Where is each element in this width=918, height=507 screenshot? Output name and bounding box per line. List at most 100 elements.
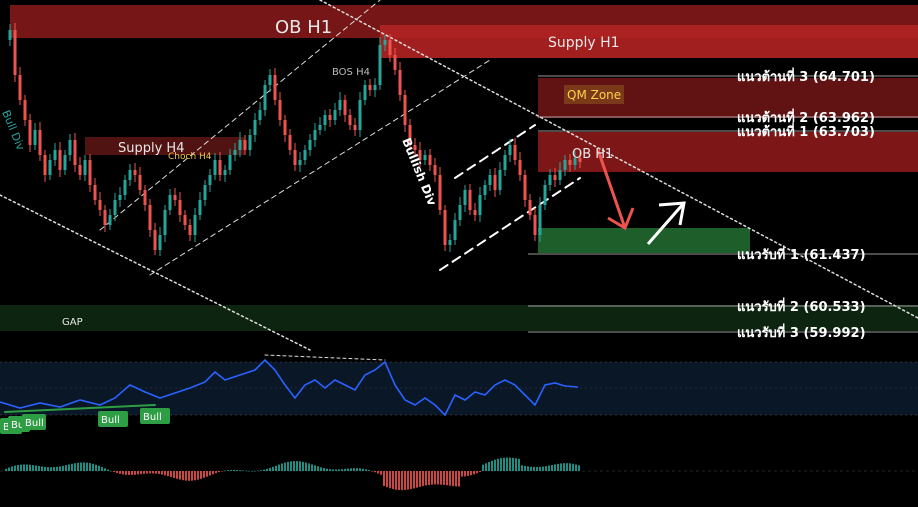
candle-body [548,175,552,185]
candle-body [173,195,177,200]
candle-body [563,160,567,170]
trendlines-layer [0,0,918,413]
candle-body [458,205,462,220]
histogram-bar [296,461,298,471]
candle-body [438,175,442,210]
histogram-bar [59,466,61,471]
histogram-bar [515,458,517,471]
level-label: แนวต้านที่ 1 (63.703) [737,122,875,140]
histogram-bar [503,457,505,471]
bull-tag-label: Bull [11,420,30,431]
candle-body [263,85,267,110]
histogram-bar [176,471,178,479]
candle-body [343,100,347,115]
histogram-bar [125,471,127,475]
histogram-bar [179,471,181,480]
histogram-bar [560,463,562,471]
candle-body [223,170,227,175]
histogram-bar [38,466,40,471]
histogram-bar [11,466,13,471]
histogram-bar [308,463,310,471]
histogram-bar [65,465,67,471]
histogram-bar [380,471,382,475]
histogram-bar [497,458,499,471]
candle-body [398,70,402,95]
candle-body [358,100,362,130]
candle-body [423,155,427,160]
histogram-bar [509,457,511,471]
histogram-bar [164,471,166,476]
candle-body [318,125,322,130]
histogram-bar [512,457,514,471]
histogram-bar [161,471,163,475]
candle-body [178,200,182,215]
histogram-bar [332,469,334,471]
histogram-bar [536,467,538,471]
supply-h1-label: Supply H1 [548,35,620,51]
candle-body [353,125,357,130]
histogram-bar [107,469,109,471]
histogram-bar [263,469,265,471]
histogram-bar [545,466,547,471]
choch-h4-label: Choch H4 [168,152,212,162]
histogram-bar [419,471,421,487]
candle-body [108,215,112,225]
candle-body [283,120,287,135]
candle-body [473,210,477,215]
supply-h4-zone [85,137,245,155]
bull-div-left-label: Bull Div [0,108,27,152]
right-channel-upper [454,124,536,179]
histogram-bar [338,469,340,471]
histogram-bar [533,466,535,471]
histogram-bar [101,467,103,471]
histogram-bar [152,471,154,474]
candle-body [348,115,352,125]
candle-body [468,190,472,210]
histogram-bar [221,471,223,472]
histogram-bar [5,468,7,471]
bullish-div-label: Bullish Div [399,136,439,208]
histogram-bar [116,471,118,474]
candle-body [98,200,102,210]
down-arrow [596,149,627,229]
histogram-bar [194,471,196,481]
candle-body [88,160,92,185]
bull-tag-label: Bull [143,412,162,423]
candle-body [493,175,497,190]
histogram-bar [425,471,427,486]
level-label: แนวรับที่ 3 (59.992) [737,323,866,341]
histogram-bar [95,464,97,471]
histogram-bar [404,471,406,491]
bos-h4-label: BOS H4 [332,67,370,78]
histogram-bar [353,468,355,471]
qm-zone-tag [564,85,624,104]
histogram-bar [17,464,19,471]
up-arrow-head [658,201,686,226]
histogram-bar [254,470,256,472]
candle-body [218,160,222,175]
histogram-bar [356,468,358,471]
candles-layer [8,23,582,256]
candle-body [268,75,272,85]
histogram-bar [242,470,244,471]
histogram-bar [143,471,145,474]
histogram-bar [173,471,175,478]
candle-body [63,155,67,170]
histogram-bar [269,467,271,471]
candle-body [43,155,47,175]
candle-body [13,30,17,75]
histogram-bar [62,465,64,471]
histogram-bar [302,461,304,471]
histogram-bar [119,471,121,474]
candle-body [128,170,132,180]
bull-tag-label: Bull [101,415,120,426]
candle-body [193,215,197,235]
histogram-bar [575,464,577,471]
candle-body [408,125,412,145]
candle-body [113,200,117,215]
candle-body [333,110,337,120]
candle-body [138,175,142,190]
histogram-bar [29,464,31,471]
histogram-bar [458,471,460,487]
histogram-bar [185,471,187,481]
